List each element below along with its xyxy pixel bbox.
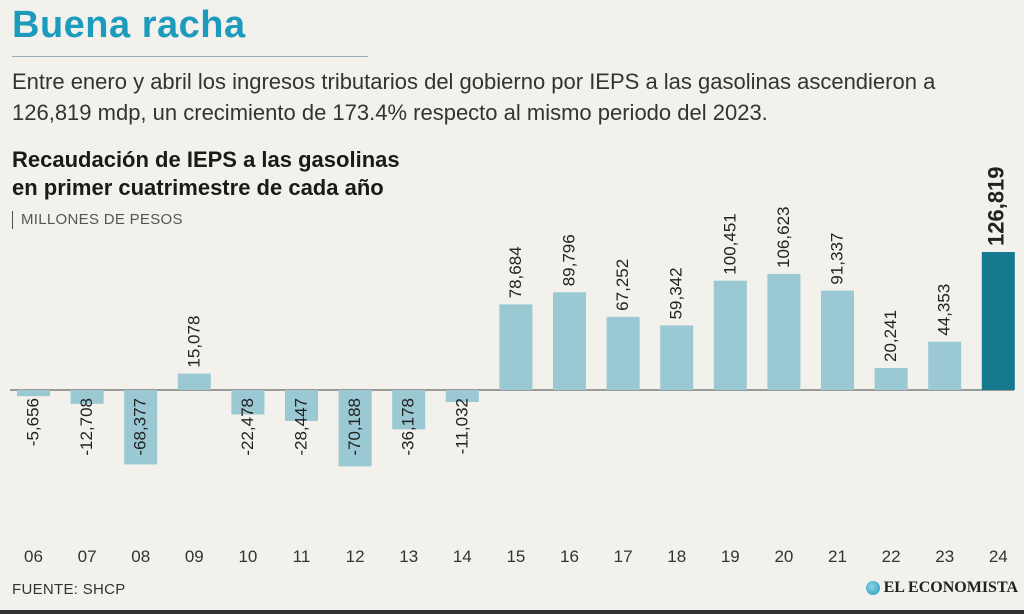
source-note: FUENTE: SHCP xyxy=(12,581,126,598)
tick-label-18: 18 xyxy=(667,547,686,566)
tick-label-21: 21 xyxy=(828,547,847,566)
units-label: MILLONES DE PESOS xyxy=(12,211,183,230)
tick-label-11: 11 xyxy=(293,547,311,566)
value-label-22: 20,241 xyxy=(881,310,900,362)
value-label-15: 78,684 xyxy=(506,246,525,298)
bar-15 xyxy=(499,304,533,390)
tick-label-15: 15 xyxy=(506,547,525,566)
globe-icon xyxy=(865,581,880,595)
value-label-17: 67,252 xyxy=(613,259,632,311)
bar-10 xyxy=(231,390,265,415)
value-label-07: -12,708 xyxy=(77,398,96,456)
bar-22 xyxy=(874,367,908,390)
value-label-06: -5,656 xyxy=(24,398,43,446)
tick-label-14: 14 xyxy=(453,547,472,566)
tick-label-24: 24 xyxy=(989,547,1008,566)
value-label-10: -22,478 xyxy=(238,398,257,456)
bar-08 xyxy=(124,390,158,465)
value-label-21: 91,337 xyxy=(828,233,847,285)
value-label-18: 59,342 xyxy=(667,267,686,319)
bar-07 xyxy=(70,390,104,404)
tick-label-20: 20 xyxy=(774,547,793,566)
tick-label-09: 09 xyxy=(185,547,204,566)
units-text: MILLONES DE PESOS xyxy=(21,211,183,228)
bar-16 xyxy=(553,292,586,390)
tick-label-07: 07 xyxy=(78,547,97,566)
tick-label-23: 23 xyxy=(935,547,954,566)
value-label-08: -68,377 xyxy=(131,398,150,456)
value-label-09: 15,078 xyxy=(184,316,203,368)
headline: Buena racha xyxy=(12,4,246,46)
bar-09 xyxy=(177,373,211,390)
tick-label-10: 10 xyxy=(238,547,257,566)
value-label-24: 126,819 xyxy=(983,166,1008,246)
dek-text: Entre enero y abril los ingresos tributa… xyxy=(12,69,936,125)
value-label-13: -36,178 xyxy=(399,398,418,456)
headline-rule xyxy=(12,56,368,57)
brand-logo: EL ECONOMISTA xyxy=(865,579,1018,597)
bottom-rule xyxy=(0,610,1024,614)
value-label-11: -28,447 xyxy=(292,398,311,456)
value-label-14: -11,032 xyxy=(452,398,471,454)
value-label-20: 106,623 xyxy=(774,207,793,268)
bar-21 xyxy=(821,290,854,390)
chart-title-line1: Recaudación de IEPS a las gasolinas xyxy=(12,147,400,172)
bar-11 xyxy=(285,390,318,421)
bar-19 xyxy=(713,280,747,390)
bar-06 xyxy=(17,390,50,397)
chart-title: Recaudación de IEPS a las gasolinas en p… xyxy=(12,146,512,202)
tick-label-13: 13 xyxy=(399,547,418,566)
bar-18 xyxy=(660,325,694,390)
value-label-19: 100,451 xyxy=(720,213,739,274)
brand-name: EL ECONOMISTA xyxy=(883,579,1018,596)
tick-label-22: 22 xyxy=(882,547,901,566)
tick-label-17: 17 xyxy=(614,547,633,566)
value-label-12: -70,188 xyxy=(345,398,364,456)
value-label-16: 89,796 xyxy=(560,234,579,286)
tick-label-12: 12 xyxy=(346,547,365,566)
bar-17 xyxy=(606,316,640,390)
chart-title-line2: en primer cuatrimestre de cada año xyxy=(12,175,384,200)
bar-13 xyxy=(392,390,426,430)
tick-label-06: 06 xyxy=(24,547,43,566)
tick-label-08: 08 xyxy=(131,547,150,566)
bar-24 xyxy=(981,252,1015,390)
tick-label-19: 19 xyxy=(721,547,740,566)
bar-14 xyxy=(445,390,479,403)
tick-label-16: 16 xyxy=(560,547,579,566)
bar-23 xyxy=(928,341,962,390)
bar-12 xyxy=(338,390,372,467)
value-label-23: 44,353 xyxy=(935,284,954,336)
bar-20 xyxy=(767,273,801,390)
